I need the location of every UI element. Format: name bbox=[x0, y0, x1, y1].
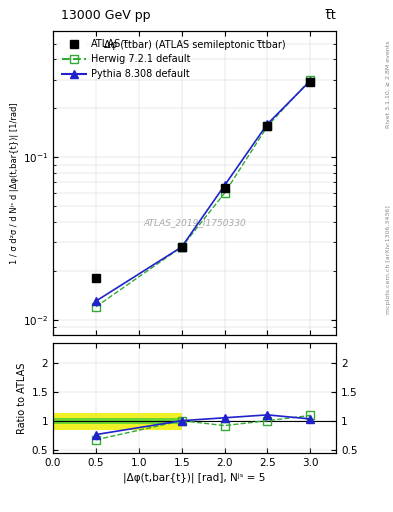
Y-axis label: Ratio to ATLAS: Ratio to ATLAS bbox=[17, 362, 28, 434]
Y-axis label: 1 / σ d²σ / d Nʲˢ d |Δφ(t,bar{t})| [1/rad]: 1 / σ d²σ / d Nʲˢ d |Δφ(t,bar{t})| [1/ra… bbox=[10, 102, 18, 264]
Text: 13000 GeV pp: 13000 GeV pp bbox=[61, 9, 151, 22]
Text: Δφ (t̅tbar) (ATLAS semileptonic t̅tbar): Δφ (t̅tbar) (ATLAS semileptonic t̅tbar) bbox=[104, 40, 285, 50]
X-axis label: |Δφ(t,bar{t})| [rad], Nʲˢ = 5: |Δφ(t,bar{t})| [rad], Nʲˢ = 5 bbox=[123, 472, 266, 483]
Bar bbox=[53, 413, 182, 430]
Text: mcplots.cern.ch [arXiv:1306.3436]: mcplots.cern.ch [arXiv:1306.3436] bbox=[386, 205, 391, 313]
Text: Rivet 3.1.10, ≥ 2.8M events: Rivet 3.1.10, ≥ 2.8M events bbox=[386, 41, 391, 129]
Bar bbox=[53, 418, 182, 424]
Legend: ATLAS, Herwig 7.2.1 default, Pythia 8.308 default: ATLAS, Herwig 7.2.1 default, Pythia 8.30… bbox=[58, 35, 195, 83]
Text: t̅t: t̅t bbox=[326, 9, 336, 22]
Text: ATLAS_2019_I1750330: ATLAS_2019_I1750330 bbox=[143, 218, 246, 227]
